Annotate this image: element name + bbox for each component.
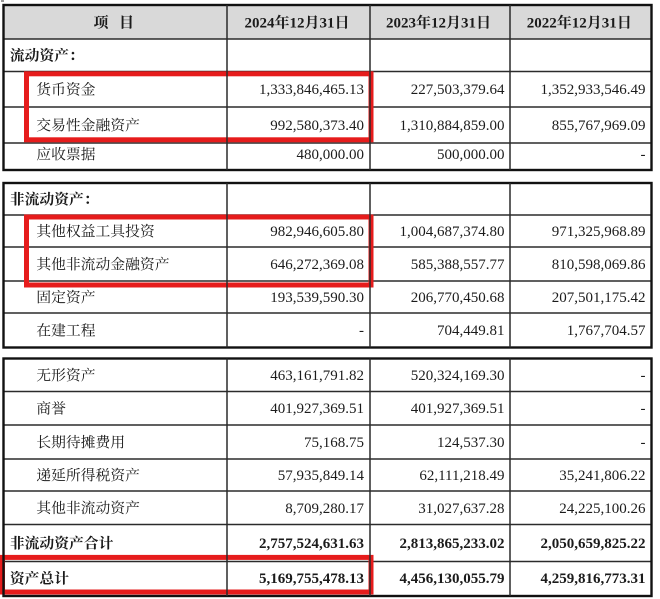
svg-text:463,161,791.82: 463,161,791.82	[270, 368, 364, 384]
svg-text:227,503,379.64: 227,503,379.64	[411, 82, 505, 98]
svg-text:2022: 2022	[527, 16, 557, 32]
svg-text:1,333,846,465.13: 1,333,846,465.13	[259, 82, 364, 98]
svg-text:35,241,806.22: 35,241,806.22	[559, 468, 645, 484]
svg-text:2,813,865,233.02: 2,813,865,233.02	[400, 536, 505, 552]
svg-text:206,770,450.68: 206,770,450.68	[411, 290, 505, 306]
svg-text:2,757,524,631.63: 2,757,524,631.63	[259, 536, 364, 552]
svg-text:646,272,369.08: 646,272,369.08	[270, 257, 364, 273]
svg-text:8,709,280.17: 8,709,280.17	[285, 501, 364, 517]
svg-text:-: -	[641, 435, 646, 451]
svg-text:12: 12	[572, 16, 587, 32]
svg-text:2,050,659,825.22: 2,050,659,825.22	[541, 536, 646, 552]
svg-text:855,767,969.09: 855,767,969.09	[552, 118, 646, 134]
svg-text:810,598,069.86: 810,598,069.86	[552, 257, 646, 273]
svg-text:31: 31	[602, 16, 617, 32]
svg-text:124,537.30: 124,537.30	[437, 435, 505, 451]
svg-text:5,169,755,478.13: 5,169,755,478.13	[259, 571, 364, 587]
svg-text:75,168.75: 75,168.75	[304, 435, 364, 451]
svg-text:-: -	[641, 147, 646, 163]
svg-text:1,352,933,546.49: 1,352,933,546.49	[541, 82, 646, 98]
svg-text:480,000.00: 480,000.00	[297, 147, 365, 163]
svg-text:401,927,369.51: 401,927,369.51	[270, 401, 364, 417]
svg-text:31: 31	[461, 16, 476, 32]
svg-text:-: -	[641, 401, 646, 417]
svg-text:12: 12	[290, 16, 305, 32]
svg-text:12: 12	[431, 16, 446, 32]
svg-text:62,111,218.49: 62,111,218.49	[419, 468, 504, 484]
svg-text:992,580,373.40: 992,580,373.40	[270, 118, 364, 134]
svg-text:2024: 2024	[245, 16, 276, 32]
svg-text:4,456,130,055.79: 4,456,130,055.79	[400, 571, 505, 587]
svg-text:31,027,637.28: 31,027,637.28	[418, 501, 504, 517]
svg-text:982,946,605.80: 982,946,605.80	[270, 224, 364, 240]
svg-text:-: -	[359, 323, 364, 339]
svg-text:585,388,557.77: 585,388,557.77	[411, 257, 505, 273]
svg-text:520,324,169.30: 520,324,169.30	[411, 368, 505, 384]
svg-text:24,225,100.26: 24,225,100.26	[559, 501, 646, 517]
svg-text:1,767,704.57: 1,767,704.57	[567, 323, 646, 339]
svg-text:31: 31	[320, 16, 335, 32]
svg-text:4,259,816,773.31: 4,259,816,773.31	[541, 571, 646, 587]
svg-text:1,004,687,374.80: 1,004,687,374.80	[400, 224, 505, 240]
svg-text:401,927,369.51: 401,927,369.51	[411, 401, 505, 417]
svg-text:500,000.00: 500,000.00	[437, 147, 505, 163]
svg-text:207,501,175.42: 207,501,175.42	[552, 290, 646, 306]
svg-text:-: -	[641, 368, 646, 384]
svg-text:2023: 2023	[386, 16, 416, 32]
svg-text:57,935,849.14: 57,935,849.14	[278, 468, 365, 484]
svg-text:193,539,590.30: 193,539,590.30	[270, 290, 364, 306]
svg-text:704,449.81: 704,449.81	[437, 323, 505, 339]
svg-text:1,310,884,859.00: 1,310,884,859.00	[400, 118, 505, 134]
svg-text:971,325,968.89: 971,325,968.89	[552, 224, 646, 240]
